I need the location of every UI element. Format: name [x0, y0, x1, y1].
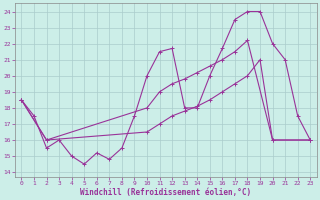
X-axis label: Windchill (Refroidissement éolien,°C): Windchill (Refroidissement éolien,°C)	[80, 188, 252, 197]
